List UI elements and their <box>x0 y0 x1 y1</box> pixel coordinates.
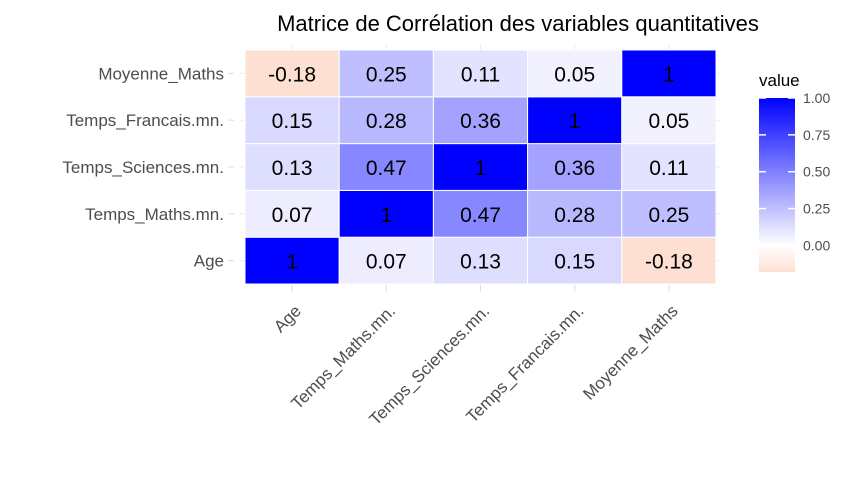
cell-value-label: 1 <box>380 204 392 227</box>
cell-value-label: -0.18 <box>645 251 693 274</box>
cell-value-label: 0.36 <box>460 110 501 133</box>
legend-tick-label: 0.75 <box>803 127 830 143</box>
legend-tick-label: 0.00 <box>803 237 830 253</box>
x-tick-label: Moyenne_Maths <box>579 301 681 403</box>
heatmap-cell <box>527 236 623 285</box>
legend-tick-label: 0.25 <box>803 201 830 217</box>
chart-title: Matrice de Corrélation des variables qua… <box>277 11 759 36</box>
cell-value-label: 0.25 <box>648 204 689 227</box>
heatmap-cell <box>338 236 434 285</box>
cell-value-label: 1 <box>569 110 581 133</box>
heatmap-cell <box>338 143 434 191</box>
y-tick-label: Temps_Maths.mn. <box>85 205 224 224</box>
cell-value-label: 0.05 <box>648 110 689 133</box>
cell-value-label: 0.25 <box>366 63 407 86</box>
cell-value-label: 0.13 <box>272 157 313 180</box>
cell-value-label: 0.11 <box>649 157 688 180</box>
y-axis: Age Temps_Maths.mn. Temps_Sciences.mn. Temp… <box>62 64 234 271</box>
cell-value-label: -0.18 <box>268 63 316 86</box>
cell-value-label: 0.36 <box>554 157 595 180</box>
heatmap-cell <box>621 236 717 285</box>
cell-value-label: 1 <box>286 251 298 274</box>
cell-value-label: 0.15 <box>554 251 595 274</box>
legend-tick-label: 0.50 <box>803 164 830 180</box>
heatmap-cell <box>432 49 529 98</box>
heatmap-cell <box>527 49 623 98</box>
cell-value-label: 0.07 <box>272 204 313 227</box>
x-tick-label: Age <box>270 301 305 336</box>
heatmap-cell <box>527 189 623 238</box>
legend: value 1.00 0.75 0.50 0.25 0.00 <box>759 71 830 272</box>
heatmap-cell <box>338 96 434 145</box>
heatmap-cell <box>621 189 717 238</box>
heatmap-cell <box>432 189 529 238</box>
y-tick-label: Moyenne_Maths <box>98 64 224 83</box>
cell-value-label: 0.28 <box>366 110 407 133</box>
legend-title: value <box>759 71 800 90</box>
heatmap-cell <box>432 236 529 285</box>
heatmap-cell <box>244 96 340 145</box>
heatmap-cell <box>244 189 340 238</box>
cell-value-label: 0.47 <box>460 204 501 227</box>
legend-tick-label: 1.00 <box>803 90 830 106</box>
heatmap-cell <box>244 49 340 98</box>
cell-value-label: 0.05 <box>554 63 595 86</box>
cell-value-label: 0.15 <box>272 110 313 133</box>
x-axis: AgeTemps_Maths.mn.Temps_Sciences.mn.Temp… <box>270 286 682 429</box>
cell-value-label: 0.11 <box>461 63 500 86</box>
heatmap-cell <box>621 96 717 145</box>
y-tick-label: Temps_Francais.mn. <box>66 111 224 130</box>
heatmap-cell <box>338 189 434 238</box>
x-tick-label: Temps_Maths.mn. <box>287 301 399 413</box>
cell-value-label: 0.28 <box>554 204 595 227</box>
heatmap-cell <box>432 143 529 191</box>
cell-value-label: 1 <box>475 157 487 180</box>
cell-value-label: 0.07 <box>366 251 407 274</box>
y-tick-label: Age <box>194 252 224 271</box>
heatmap-tiles <box>244 49 717 285</box>
legend-colorbar <box>759 98 795 272</box>
cell-labels: 1 0.07 0.13 0.15 -0.18 0.07 1 0.47 0.28 0.25 0.13 0… <box>268 63 693 273</box>
heatmap-cell <box>244 143 340 191</box>
cell-value-label: 0.13 <box>460 251 501 274</box>
heatmap-cell <box>621 49 717 98</box>
cell-value-label: 0.47 <box>366 157 407 180</box>
y-tick-label: Temps_Sciences.mn. <box>62 158 224 177</box>
cell-value-label: 1 <box>663 63 675 86</box>
